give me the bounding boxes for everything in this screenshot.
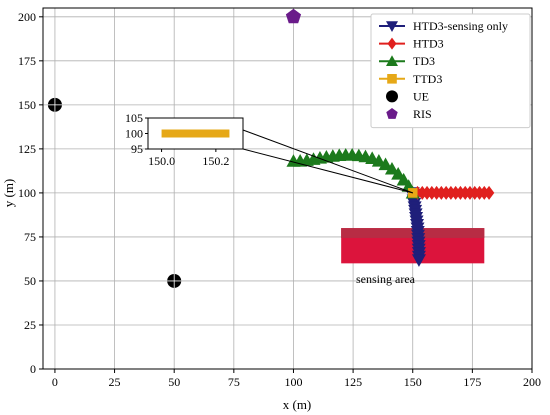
x-tick-label: 175 — [463, 375, 481, 389]
x-tick-label: 125 — [344, 375, 362, 389]
point-htd3-sensing-only — [411, 254, 426, 267]
legend-marker — [386, 90, 398, 103]
y-tick-label: 25 — [24, 318, 36, 332]
legend-marker — [386, 108, 398, 119]
series-ue — [47, 97, 182, 288]
y-tick-label: 100 — [18, 186, 36, 200]
x-tick-label: 25 — [109, 375, 121, 389]
inset-y-tick-label: 105 — [125, 111, 143, 125]
plot-frame — [42, 7, 533, 370]
y-tick-label: 200 — [18, 10, 36, 24]
y-tick-label: 125 — [18, 142, 36, 156]
y-tick-label: 175 — [18, 54, 36, 68]
point-htd3 — [483, 185, 495, 200]
legend-label: HTD3-sensing only — [413, 19, 508, 33]
point-td3 — [384, 161, 399, 175]
legend: HTD3-sensing only HTD3 TD3 TTD3 UE RIS — [370, 13, 531, 129]
y-tick-label: 150 — [18, 98, 36, 112]
y-tick-label: 75 — [24, 230, 36, 244]
x-axis-label: x (m) — [283, 397, 312, 412]
legend-marker — [386, 55, 398, 66]
x-tick-label: 100 — [284, 375, 302, 389]
legend-label: TD3 — [413, 54, 435, 68]
axis-ticks: 0 25 50 75 100 125 150 175 200 0 25 50 75 100 125 150 17… — [18, 10, 541, 389]
zoom-connector-top — [242, 129, 413, 194]
legend-label: UE — [413, 89, 429, 103]
series-ris — [285, 8, 302, 24]
inset-y-tick-label: 100 — [125, 127, 143, 141]
legend-label: HTD3 — [413, 37, 444, 51]
y-tick-label: 50 — [24, 274, 36, 288]
inset-ttd3-line — [161, 129, 230, 138]
legend-marker — [387, 37, 397, 50]
point-td3 — [286, 154, 301, 167]
series-htd3 — [412, 185, 495, 200]
inset-x-tick-label: 150.2 — [202, 154, 229, 168]
series-layer — [47, 8, 495, 288]
x-tick-label: 75 — [228, 375, 240, 389]
legend-label: TTD3 — [413, 72, 442, 86]
x-tick-label: 200 — [523, 375, 541, 389]
legend-marker — [386, 21, 398, 32]
y-tick-label: 0 — [30, 362, 36, 376]
x-tick-label: 0 — [52, 375, 58, 389]
sensing-area-band — [341, 228, 485, 238]
legend-label: RIS — [413, 107, 432, 121]
legend-box — [370, 13, 531, 129]
point-ris — [285, 8, 302, 24]
point-td3 — [378, 157, 393, 171]
zoom-connector-bottom — [242, 148, 413, 194]
x-tick-label: 150 — [404, 375, 422, 389]
axes-frame — [42, 7, 533, 370]
x-tick-label: 50 — [168, 375, 180, 389]
inset-x-tick-label: 150.0 — [148, 154, 175, 168]
inset-y-tick-label: 95 — [131, 142, 143, 156]
sensing-area-label: sensing area — [356, 272, 416, 286]
series-td3 — [286, 148, 420, 199]
legend-marker — [387, 74, 397, 84]
y-axis-label: y (m) — [1, 179, 16, 208]
